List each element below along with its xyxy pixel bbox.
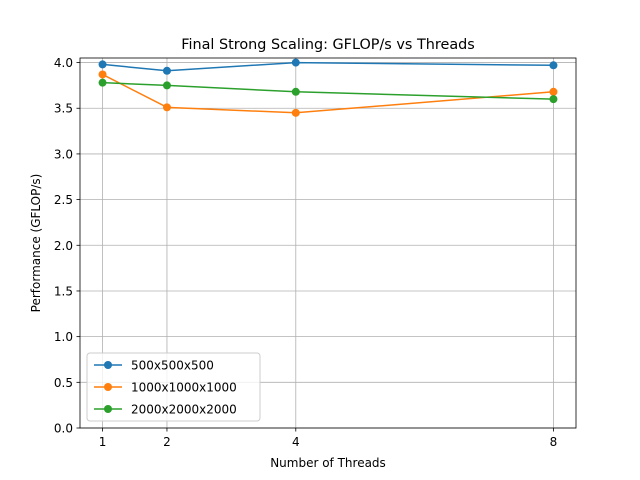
plot-frame	[79, 57, 577, 429]
data-point	[291, 58, 300, 67]
series-line	[102, 73, 554, 114]
y-axis-ticks: 0.0 0.5 1.0 1.5 2.0 2.5 3.0 3.5 4.0	[54, 56, 80, 436]
chart-title: Final Strong Scaling: GFLOP/s vs Threads	[181, 37, 475, 53]
data-point	[162, 103, 171, 112]
series-2	[98, 70, 558, 117]
x-tick-label: 2	[163, 435, 171, 449]
series-layer	[98, 58, 558, 117]
legend-label: 1000x1000x1000	[131, 381, 237, 395]
data-point	[549, 61, 558, 70]
y-tick-label: 3.0	[54, 147, 73, 161]
x-axis-label: Number of Threads	[270, 456, 386, 470]
legend: 500x500x500 1000x1000x1000 2000x2000x2000	[86, 352, 261, 422]
y-tick-label: 1.0	[54, 330, 73, 344]
axes-frame	[79, 57, 577, 429]
data-point	[162, 66, 171, 75]
series-1	[98, 58, 558, 75]
x-tick-label: 4	[292, 435, 300, 449]
legend-item: 2000x2000x2000	[94, 403, 237, 417]
legend-item: 500x500x500	[94, 359, 214, 373]
y-tick-label: 0.0	[54, 422, 73, 436]
y-tick-label: 0.5	[54, 376, 73, 390]
x-axis-ticks: 1 2 4 8	[99, 428, 558, 449]
x-tick-label: 8	[550, 435, 558, 449]
series-line	[102, 61, 554, 72]
y-tick-label: 1.5	[54, 284, 73, 298]
data-point	[549, 87, 558, 96]
y-tick-label: 3.5	[54, 102, 73, 116]
legend-item: 1000x1000x1000	[94, 381, 237, 395]
data-point	[291, 108, 300, 117]
data-point	[162, 81, 171, 90]
legend-box	[86, 352, 261, 422]
legend-marker	[104, 361, 112, 369]
data-point	[98, 60, 107, 69]
x-tick-label: 1	[99, 435, 107, 449]
y-tick-label: 2.0	[54, 239, 73, 253]
series-3	[98, 78, 558, 104]
data-point	[291, 87, 300, 96]
y-axis-label: Performance (GFLOP/s)	[29, 174, 43, 313]
legend-marker	[104, 383, 112, 391]
data-point	[98, 78, 107, 87]
y-tick-label: 4.0	[54, 56, 73, 70]
data-point	[98, 70, 107, 79]
legend-label: 2000x2000x2000	[131, 403, 237, 417]
series-line	[102, 81, 554, 100]
y-tick-label: 2.5	[54, 193, 73, 207]
legend-marker	[104, 405, 112, 413]
data-point	[549, 95, 558, 104]
legend-label: 500x500x500	[131, 359, 214, 373]
